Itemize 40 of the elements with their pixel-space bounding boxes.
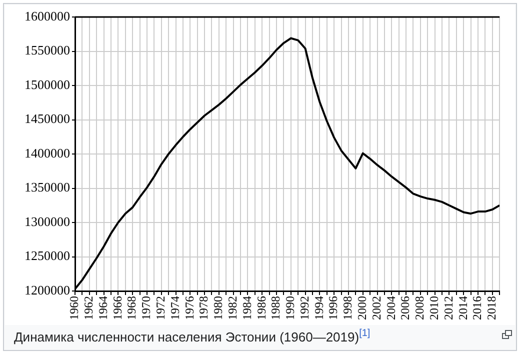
x-tick-label: 2012 xyxy=(441,296,456,320)
x-tick-label: 1978 xyxy=(196,296,211,320)
y-tick-label: 1450000 xyxy=(24,111,70,126)
x-tick-label: 1982 xyxy=(225,296,240,320)
x-tick-label: 1976 xyxy=(182,296,196,320)
x-tick-label: 2000 xyxy=(355,296,370,320)
x-tick-label: 1996 xyxy=(326,296,340,320)
x-tick-label: 1972 xyxy=(154,296,168,320)
x-tick-label: 2014 xyxy=(456,296,470,320)
x-tick-label: 2008 xyxy=(412,296,427,320)
y-tick-label: 1300000 xyxy=(24,214,70,229)
x-tick-label: 1962 xyxy=(82,296,96,320)
x-tick-label: 2006 xyxy=(398,296,412,320)
y-tick-label: 1550000 xyxy=(24,42,70,58)
x-tick-label: 1998 xyxy=(340,296,355,320)
x-tick-label: 2004 xyxy=(384,296,398,320)
x-tick-label: 1986 xyxy=(254,296,268,320)
y-tick-label: 1200000 xyxy=(24,282,70,298)
x-tick-label: 1968 xyxy=(124,296,139,320)
y-tick-label: 1500000 xyxy=(24,76,70,92)
text: Динамика численности населения Эстонии (1960—2019)$^{[1]}$ xyxy=(14,328,370,344)
y-tick-label: 1600000 xyxy=(24,8,70,24)
x-tick-label: 1974 xyxy=(168,296,182,320)
y-tick-label: 1400000 xyxy=(24,145,70,160)
x-tick-label: 1990 xyxy=(283,296,298,320)
y-tick-label: 1350000 xyxy=(24,180,70,195)
x-tick-label: 1980 xyxy=(211,296,226,320)
x-tick-label: 1964 xyxy=(96,296,110,320)
x-tick-label: 1994 xyxy=(312,296,326,320)
x-tick-label: 2002 xyxy=(369,296,384,320)
x-tick-label: 2018 xyxy=(484,296,499,320)
y-tick-label: 1250000 xyxy=(24,248,70,264)
x-tick-label: 1960 xyxy=(67,296,82,320)
x-tick-label: 1966 xyxy=(110,296,124,320)
x-tick-label: 2010 xyxy=(426,296,441,320)
x-tick-label: 2016 xyxy=(470,296,484,320)
x-tick-label: 1970 xyxy=(139,296,154,320)
x-tick-label: 1984 xyxy=(240,296,254,320)
x-tick-label: 1988 xyxy=(268,296,283,320)
x-tick-label: 1992 xyxy=(297,296,312,320)
